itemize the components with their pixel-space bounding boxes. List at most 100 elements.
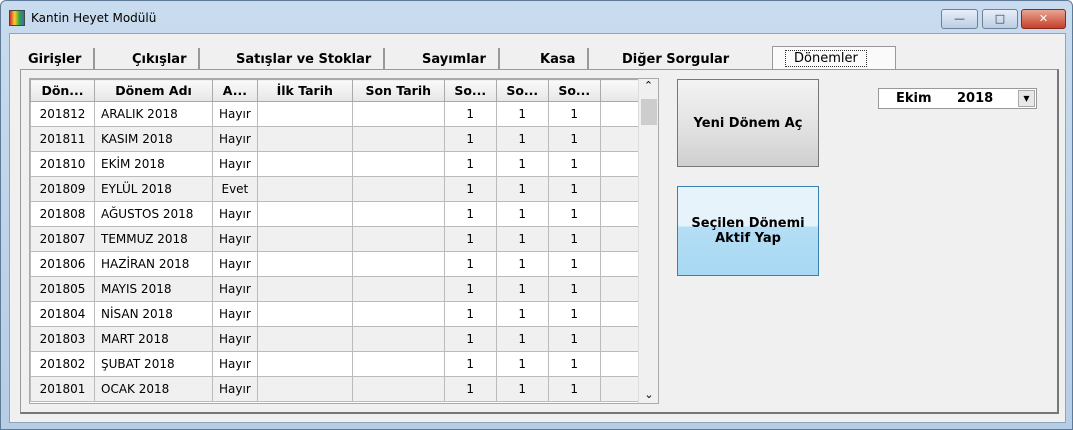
table-cell[interactable]: 201811 [30,126,95,152]
tab-kasa[interactable]: Kasa [528,48,590,70]
table-cell[interactable] [256,226,353,252]
table-cell[interactable] [351,351,445,377]
table-row[interactable]: 201811 KASIM 2018 Hayır 1 1 1 [30,126,641,152]
table-row[interactable]: 201806 HAZİRAN 2018 Hayır 1 1 1 [30,251,641,277]
table-cell[interactable]: Hayır [212,126,258,152]
close-button[interactable]: ✕ [1021,9,1066,29]
table-cell[interactable]: 1 [495,126,549,152]
table-cell[interactable]: Hayır [212,151,258,177]
table-cell[interactable]: NİSAN 2018 [94,301,213,327]
table-cell[interactable]: 1 [495,151,549,177]
table-cell[interactable]: OCAK 2018 [94,376,213,402]
table-cell[interactable]: 1 [495,326,549,352]
table-cell[interactable] [351,276,445,302]
column-header[interactable]: So... [495,79,549,102]
column-header[interactable]: Dönem Adı [94,79,213,102]
tab-girisler[interactable]: Girişler [16,48,96,70]
table-cell[interactable]: 1 [547,376,601,402]
tab-satislar-ve-stoklar[interactable]: Satışlar ve Stoklar [224,48,386,70]
table-cell[interactable]: 201810 [30,151,95,177]
table-row[interactable]: 201805 MAYIS 2018 Hayır 1 1 1 [30,276,641,302]
table-cell[interactable] [351,201,445,227]
table-cell[interactable]: 1 [443,176,497,202]
table-cell[interactable]: Hayır [212,251,258,277]
table-cell[interactable] [351,176,445,202]
column-header[interactable]: So... [443,79,497,102]
table-cell[interactable]: Hayır [212,301,258,327]
table-cell[interactable]: 1 [547,326,601,352]
scroll-thumb[interactable] [641,99,657,125]
table-cell[interactable]: 1 [495,276,549,302]
table-cell[interactable]: 201802 [30,351,95,377]
activate-period-button[interactable]: Seçilen Dönemi Aktif Yap [677,186,819,276]
table-cell[interactable]: 1 [443,226,497,252]
table-cell[interactable]: TEMMUZ 2018 [94,226,213,252]
table-cell[interactable]: 1 [547,351,601,377]
table-cell[interactable]: 1 [443,351,497,377]
table-cell[interactable] [256,201,353,227]
table-cell[interactable]: 1 [495,351,549,377]
table-cell[interactable]: 1 [495,301,549,327]
vertical-scrollbar[interactable]: ⌃ ⌄ [638,79,658,403]
table-cell[interactable]: 1 [443,201,497,227]
tab-donemler[interactable]: Dönemler [772,46,896,70]
table-cell[interactable] [351,126,445,152]
table-cell[interactable]: 1 [443,126,497,152]
table-cell[interactable]: Hayır [212,376,258,402]
table-cell[interactable] [256,251,353,277]
table-cell[interactable]: 1 [495,201,549,227]
table-cell[interactable]: 1 [547,301,601,327]
table-row[interactable]: 201803 MART 2018 Hayır 1 1 1 [30,326,641,352]
maximize-button[interactable]: □ [982,9,1018,29]
table-cell[interactable]: EKİM 2018 [94,151,213,177]
table-cell[interactable] [256,176,353,202]
table-row[interactable]: 201801 OCAK 2018 Hayır 1 1 1 [30,376,641,402]
table-cell[interactable]: 1 [443,251,497,277]
table-cell[interactable] [351,226,445,252]
table-cell[interactable] [256,376,353,402]
table-cell[interactable]: ARALIK 2018 [94,101,213,127]
table-cell[interactable]: 1 [495,176,549,202]
tab-diger-sorgular[interactable]: Diğer Sorgular [622,52,730,67]
table-cell[interactable] [351,251,445,277]
table-cell[interactable]: 1 [547,126,601,152]
table-cell[interactable] [256,126,353,152]
table-cell[interactable]: HAZİRAN 2018 [94,251,213,277]
table-cell[interactable]: 1 [547,151,601,177]
table-row[interactable]: 201809 EYLÜL 2018 Evet 1 1 1 [30,176,641,202]
table-cell[interactable]: 1 [547,251,601,277]
table-cell[interactable]: 1 [495,251,549,277]
table-cell[interactable]: 1 [547,201,601,227]
table-cell[interactable] [351,326,445,352]
table-cell[interactable]: 201812 [30,101,95,127]
table-cell[interactable]: 1 [547,276,601,302]
table-row[interactable]: 201810 EKİM 2018 Hayır 1 1 1 [30,151,641,177]
table-cell[interactable]: 1 [547,101,601,127]
table-row[interactable]: 201804 NİSAN 2018 Hayır 1 1 1 [30,301,641,327]
table-cell[interactable]: 1 [443,276,497,302]
column-header[interactable]: So... [547,79,601,102]
table-cell[interactable]: 1 [495,226,549,252]
table-cell[interactable]: 1 [443,101,497,127]
table-cell[interactable] [256,351,353,377]
table-cell[interactable]: 201807 [30,226,95,252]
table-row[interactable]: 201812 ARALIK 2018 Hayır 1 1 1 [30,101,641,127]
table-row[interactable]: 201802 ŞUBAT 2018 Hayır 1 1 1 [30,351,641,377]
table-cell[interactable]: Hayır [212,226,258,252]
table-cell[interactable] [256,101,353,127]
table-cell[interactable]: ŞUBAT 2018 [94,351,213,377]
table-cell[interactable]: 201805 [30,276,95,302]
table-cell[interactable]: 1 [443,301,497,327]
table-cell[interactable]: Hayır [212,351,258,377]
table-cell[interactable]: 1 [443,326,497,352]
table-cell[interactable] [256,151,353,177]
table-cell[interactable]: 1 [443,151,497,177]
table-cell[interactable] [256,326,353,352]
scroll-down-icon[interactable]: ⌄ [644,388,654,401]
table-cell[interactable]: 1 [443,376,497,402]
table-cell[interactable]: 201806 [30,251,95,277]
table-cell[interactable]: Hayır [212,326,258,352]
table-cell[interactable] [351,101,445,127]
tab-sayimlar[interactable]: Sayımlar [410,48,500,70]
table-cell[interactable] [256,301,353,327]
